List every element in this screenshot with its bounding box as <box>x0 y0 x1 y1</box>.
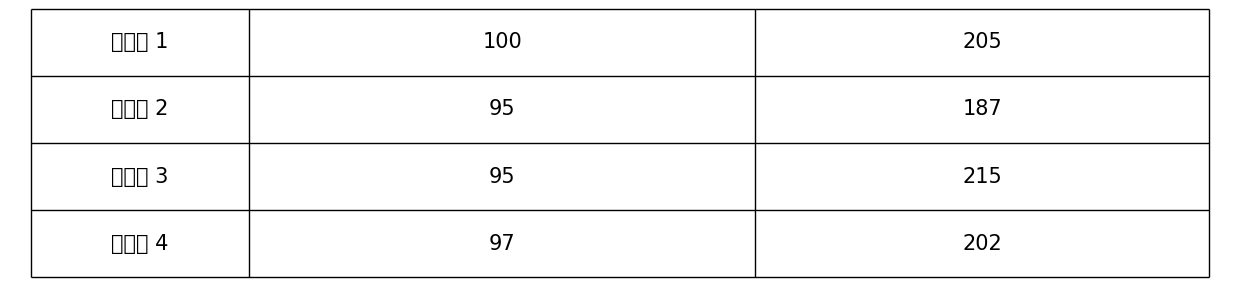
Text: 100: 100 <box>482 32 522 52</box>
Text: 95: 95 <box>489 100 516 119</box>
Text: 202: 202 <box>962 234 1002 254</box>
Text: 95: 95 <box>489 167 516 186</box>
Text: 对比例 1: 对比例 1 <box>112 32 169 52</box>
Text: 对比例 3: 对比例 3 <box>112 167 169 186</box>
Text: 对比例 2: 对比例 2 <box>112 100 169 119</box>
Text: 215: 215 <box>962 167 1002 186</box>
Text: 对比例 4: 对比例 4 <box>112 234 169 254</box>
Text: 205: 205 <box>962 32 1002 52</box>
Text: 187: 187 <box>962 100 1002 119</box>
Text: 97: 97 <box>489 234 516 254</box>
